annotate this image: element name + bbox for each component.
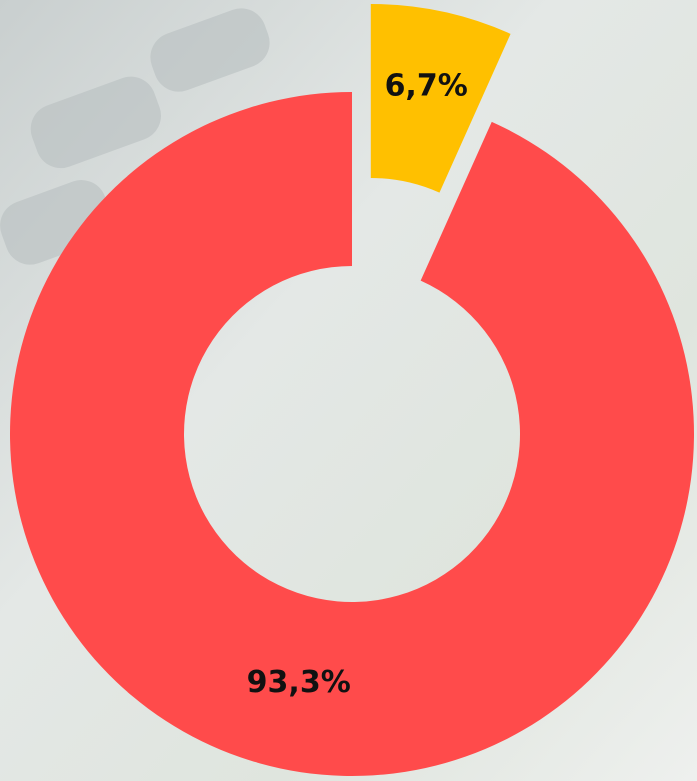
data-label: 6,7% — [385, 68, 468, 103]
donut-slice — [10, 92, 695, 776]
data-label: 93,3% — [247, 665, 351, 700]
donut-slice — [370, 3, 511, 193]
